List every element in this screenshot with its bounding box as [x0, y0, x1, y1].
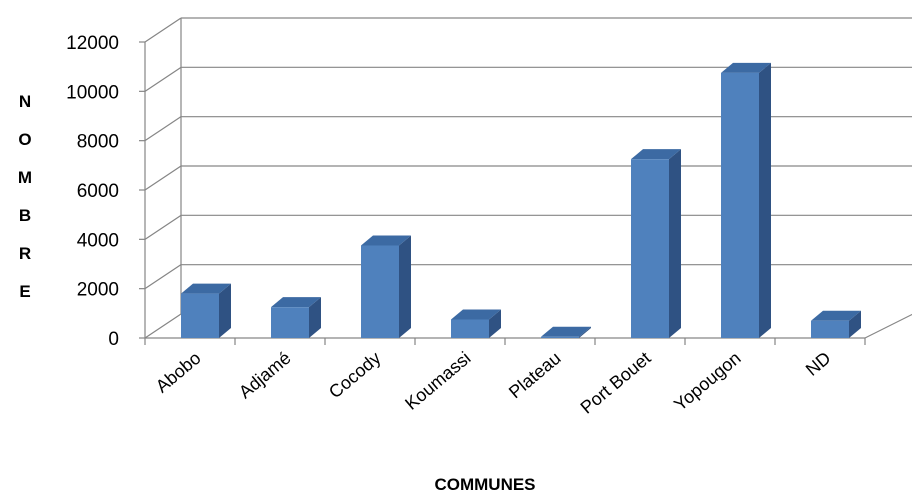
bar	[271, 297, 321, 338]
bar	[811, 310, 861, 338]
gridline-diagonal	[144, 165, 182, 191]
bar-top	[451, 309, 501, 320]
bar-top	[721, 62, 771, 73]
bar-side	[849, 310, 861, 338]
y-axis-title-letter: O	[18, 130, 31, 149]
bar-top	[361, 235, 411, 246]
bar-top	[811, 310, 861, 321]
bar-front	[361, 245, 399, 338]
x-tick-label: Adjamé	[235, 348, 295, 403]
y-axis-title-letter: M	[18, 168, 32, 187]
bar-front	[451, 319, 489, 338]
gridline-diagonal	[144, 214, 182, 240]
gridlines	[139, 17, 912, 339]
gridline-diagonal	[144, 116, 182, 142]
gridline-diagonal	[144, 264, 182, 290]
gridline-diagonal	[144, 17, 182, 43]
bar-front	[541, 336, 579, 338]
x-tick-label: Koumassi	[401, 348, 474, 414]
floor-edge	[864, 313, 912, 339]
bar-front	[811, 320, 849, 338]
bar-front	[181, 293, 219, 338]
bar-front	[721, 72, 759, 338]
bar-top	[181, 283, 231, 294]
y-tick-label: 8000	[77, 132, 119, 153]
x-tick-labels: Abobo Adjamé Cocody Koumassi Plateau Port Bou…	[152, 348, 835, 418]
x-tick-label: Abobo	[152, 348, 205, 397]
bar-side	[219, 283, 231, 338]
y-tick-labels: 0 2000 4000 6000 8000 10000 12000	[66, 33, 119, 350]
x-tick-label: ND	[802, 348, 835, 380]
bar-top	[541, 326, 591, 337]
x-axis-title: COMMUNES	[434, 475, 535, 494]
bar	[451, 309, 501, 338]
bar-top	[631, 149, 681, 160]
gridline-diagonal	[144, 66, 182, 92]
bar	[361, 235, 411, 338]
bar	[721, 62, 771, 338]
y-axis-title-letter: N	[19, 92, 31, 111]
y-tick-label: 12000	[66, 33, 119, 54]
y-tick-label: 6000	[77, 181, 119, 202]
bar-side	[309, 297, 321, 338]
bar	[631, 149, 681, 338]
floor-edge	[144, 313, 182, 339]
bar-side	[669, 149, 681, 338]
y-tick-label: 2000	[77, 280, 119, 301]
y-axis-title-letter: R	[19, 244, 31, 263]
bar-side	[489, 309, 501, 338]
y-axis-title-letter: B	[19, 206, 31, 225]
x-tick-label: Plateau	[505, 348, 565, 403]
bar-side	[579, 326, 591, 338]
x-tick-label: Port Bouet	[577, 348, 655, 418]
bar	[541, 326, 591, 338]
chart-floor	[144, 313, 912, 345]
bar-front	[271, 307, 309, 338]
y-tick-label: 4000	[77, 230, 119, 251]
y-axis-title-letter: E	[19, 282, 30, 301]
bar-top	[271, 297, 321, 308]
bars	[181, 62, 861, 338]
y-tick-label: 10000	[66, 82, 119, 103]
x-tick-label: Yopougon	[670, 348, 744, 415]
x-tick-label: Cocody	[325, 348, 385, 403]
bar-side	[759, 62, 771, 338]
y-tick-label: 0	[108, 329, 119, 350]
bar-front	[631, 159, 669, 338]
bar-side	[399, 235, 411, 338]
bar	[181, 283, 231, 338]
